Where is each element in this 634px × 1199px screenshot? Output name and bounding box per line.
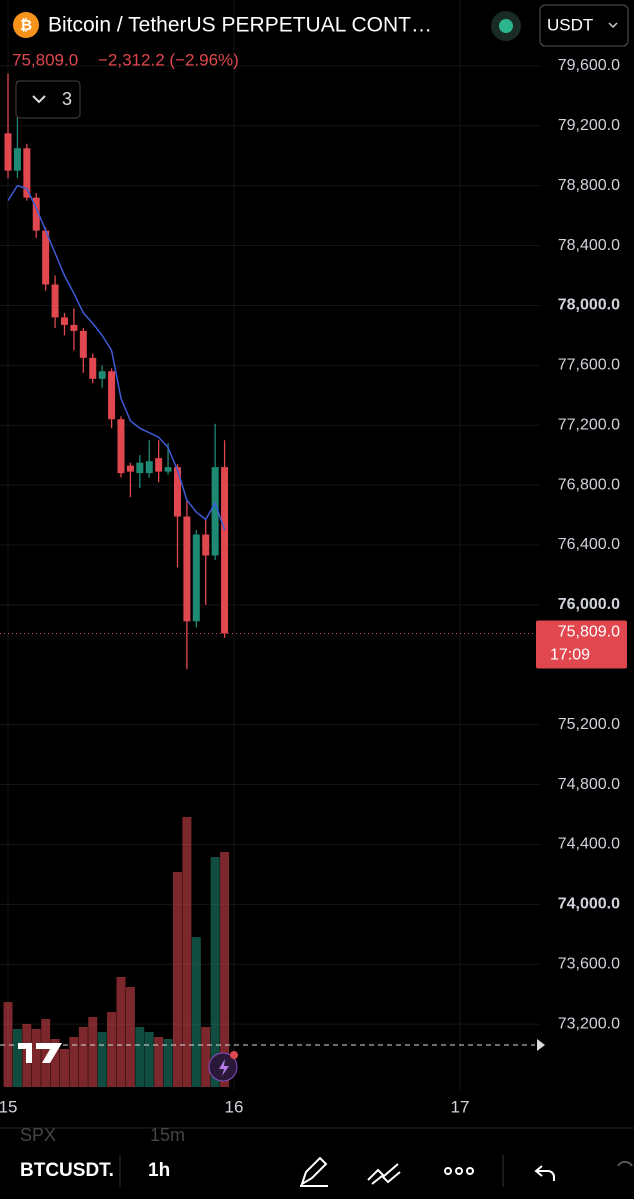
tv-logo — [18, 1043, 62, 1063]
volume-bar — [191, 937, 201, 1087]
y-tick-label: 74,800.0 — [558, 776, 620, 793]
draw-icon[interactable] — [300, 1156, 328, 1187]
symbol-title[interactable]: Bitcoin / TetherUS PERPETUAL CONT… — [48, 14, 432, 37]
candle-body — [136, 462, 144, 474]
candle-body — [70, 324, 78, 331]
candle-body — [4, 133, 12, 171]
volume-bar — [59, 1049, 69, 1087]
volume-bar — [125, 987, 135, 1087]
candle-body — [192, 534, 200, 622]
candle-body — [89, 357, 97, 379]
x-tick-label: 16 — [225, 1097, 244, 1116]
y-tick-label: 75,200.0 — [558, 716, 620, 733]
candle-body — [202, 534, 210, 556]
y-tick-label: 73,200.0 — [558, 1015, 620, 1032]
volume-bar — [69, 1037, 79, 1087]
last-price: 75,809.0 — [12, 50, 78, 69]
candle-body — [13, 148, 21, 171]
price-tag-value: 75,809.0 — [558, 624, 620, 641]
dropdown-icon — [608, 22, 618, 29]
market-status — [499, 19, 513, 33]
ghost-interval: 15m — [150, 1125, 185, 1145]
candle-body — [51, 284, 59, 318]
price-tag-countdown: 17:09 — [550, 647, 590, 664]
volume-bar — [116, 977, 126, 1087]
volume-bar — [182, 817, 192, 1087]
redo-icon[interactable] — [617, 1160, 633, 1167]
volume-bar — [97, 1032, 107, 1087]
indicators-toggle[interactable] — [15, 80, 81, 119]
ghost-symbol: SPX — [20, 1125, 56, 1145]
volume-bar — [31, 1029, 41, 1087]
volume-bar — [88, 1017, 98, 1087]
volume-bar — [201, 1027, 211, 1087]
x-tick-label: 17 — [451, 1097, 470, 1116]
y-tick-label: 79,200.0 — [558, 117, 620, 134]
candle-body — [183, 516, 191, 622]
volume-bar — [41, 1019, 51, 1087]
candle-body — [221, 467, 229, 634]
y-tick-label: 78,000.0 — [558, 297, 620, 314]
candle-body — [60, 317, 68, 325]
candle-body — [42, 230, 50, 285]
volume-bar — [78, 1027, 88, 1087]
footer-symbol[interactable]: BTCUSDT. — [20, 1160, 114, 1181]
indicators-count[interactable]: 3 — [62, 89, 72, 109]
y-tick-label: 76,800.0 — [558, 476, 620, 493]
candle-body — [211, 467, 219, 556]
more-icon[interactable] — [444, 1167, 474, 1175]
y-tick-label: 74,000.0 — [558, 896, 620, 913]
moving-average — [7, 184, 226, 531]
y-tick-label: 78,400.0 — [558, 237, 620, 254]
currency-box[interactable] — [539, 4, 629, 47]
candle-body — [155, 458, 163, 472]
candle-body — [79, 330, 87, 358]
volume-bar — [12, 1029, 22, 1087]
price-tag — [536, 620, 627, 669]
candle-body — [164, 467, 172, 472]
arrow — [537, 1039, 545, 1051]
undo-icon[interactable] — [534, 1165, 555, 1181]
y-tick-label: 76,400.0 — [558, 536, 620, 553]
volume-bar — [3, 1002, 13, 1087]
y-tick-label: 74,400.0 — [558, 836, 620, 853]
candle-body — [98, 371, 106, 379]
volume-bar — [172, 872, 182, 1087]
candle-body — [126, 465, 134, 472]
y-tick-label: 77,600.0 — [558, 357, 620, 374]
volume-bar — [135, 1027, 145, 1087]
y-tick-label: 77,200.0 — [558, 416, 620, 433]
volume-bar — [220, 852, 230, 1087]
plot: 79,600.0 79,200.0 78,800.0 78,400.0 78,000.0… — [0, 0, 627, 1116]
y-tick-label: 79,600.0 — [558, 57, 620, 74]
currency[interactable]: USDT — [547, 15, 593, 34]
price-change: −2,312.2 (−2.96%) — [98, 50, 239, 69]
chevron-icon — [32, 95, 46, 104]
candle-body — [145, 461, 153, 474]
volume-bar — [50, 1039, 60, 1087]
coin-icon — [13, 12, 39, 38]
candle-body — [32, 197, 40, 231]
volume-bar — [144, 1032, 154, 1087]
y-tick-label: 73,600.0 — [558, 955, 620, 972]
x-tick-label: 15 — [0, 1097, 17, 1116]
tools-icon[interactable] — [367, 1163, 401, 1185]
volume-bar — [154, 1037, 164, 1087]
coin-glyph: ₿ — [20, 17, 32, 34]
candle-body — [117, 419, 125, 474]
volume-bar — [107, 1012, 117, 1087]
y-tick-label: 78,800.0 — [558, 177, 620, 194]
volume-bar — [163, 1039, 173, 1087]
footer-interval[interactable]: 1h — [148, 1160, 170, 1181]
alert-dot — [230, 1051, 238, 1059]
y-tick-label: 76,000.0 — [558, 596, 620, 613]
candle-body — [108, 371, 116, 420]
bolt-icon — [219, 1059, 229, 1076]
candle-body — [173, 467, 181, 517]
candle-body — [23, 148, 31, 198]
volume-bar — [210, 857, 220, 1087]
